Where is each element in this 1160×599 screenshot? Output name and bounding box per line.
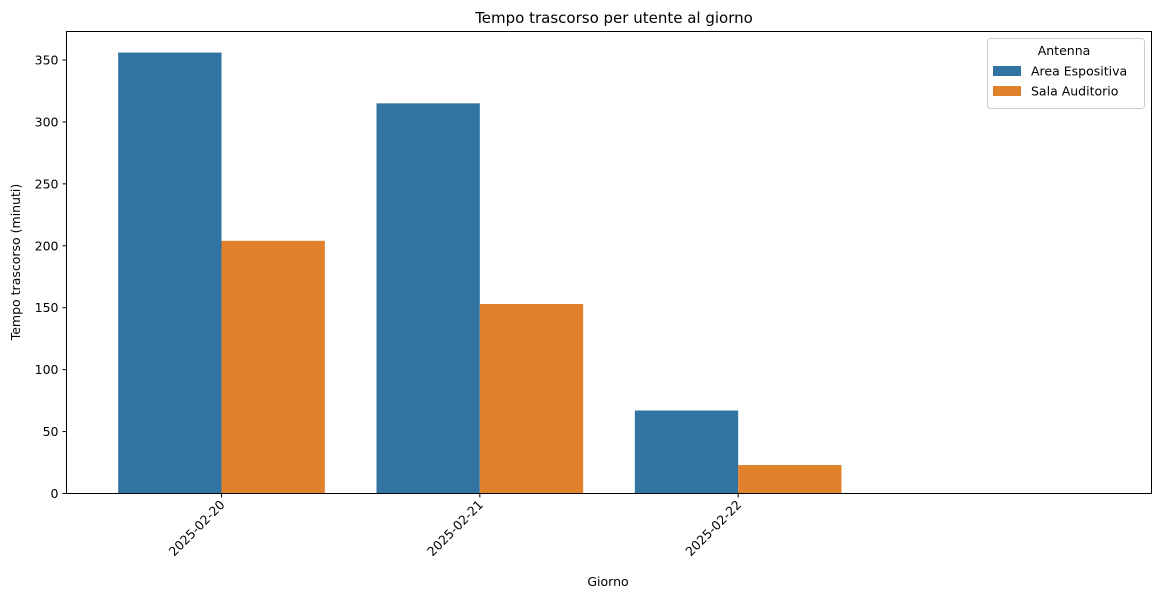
legend-items: Area Espositiva Sala Auditorio [993, 64, 1127, 99]
legend: Antenna Area Espositiva Sala Auditorio [987, 38, 1145, 109]
bar-area-espositiva-2025-02-20 [118, 52, 222, 494]
y-tick-label: 150 [35, 300, 59, 315]
legend-label: Sala Auditorio [1031, 84, 1118, 99]
legend-box [987, 38, 1145, 109]
bar-sala-auditorio-2025-02-21 [479, 303, 584, 494]
y-tick-label: 250 [35, 176, 59, 191]
x-tick-label: 2025-02-22 [682, 497, 744, 559]
y-axis-title: Tempo trascorso (minuti) [8, 184, 23, 342]
plot-frame [66, 31, 1152, 494]
y-tick-label: 300 [35, 114, 59, 129]
x-tick-label: 2025-02-20 [166, 497, 228, 559]
y-tick-label: 350 [35, 52, 59, 67]
legend-title: Antenna [1038, 43, 1091, 58]
bar-sala-auditorio-2025-02-20 [221, 240, 325, 494]
y-tick-label: 100 [35, 362, 59, 377]
y-tick-label: 200 [35, 238, 59, 253]
bar-area-espositiva-2025-02-22 [634, 410, 739, 494]
x-axis-title: Giorno [587, 574, 628, 589]
x-tick-label: 2025-02-21 [424, 497, 486, 559]
y-axis: 0 50 100 150 200 250 300 350 [35, 52, 67, 501]
bar-sala-auditorio-2025-02-22 [738, 465, 842, 494]
bars-group [118, 52, 842, 494]
y-tick-label: 50 [43, 424, 59, 439]
y-tick-label: 0 [51, 486, 59, 501]
legend-swatch [993, 86, 1021, 96]
bar-area-espositiva-2025-02-21 [376, 103, 480, 494]
x-axis: 2025-02-20 2025-02-21 2025-02-22 [166, 493, 744, 559]
legend-label: Area Espositiva [1031, 64, 1127, 79]
legend-swatch [993, 66, 1021, 76]
chart-title: Tempo trascorso per utente al giorno [474, 9, 753, 27]
